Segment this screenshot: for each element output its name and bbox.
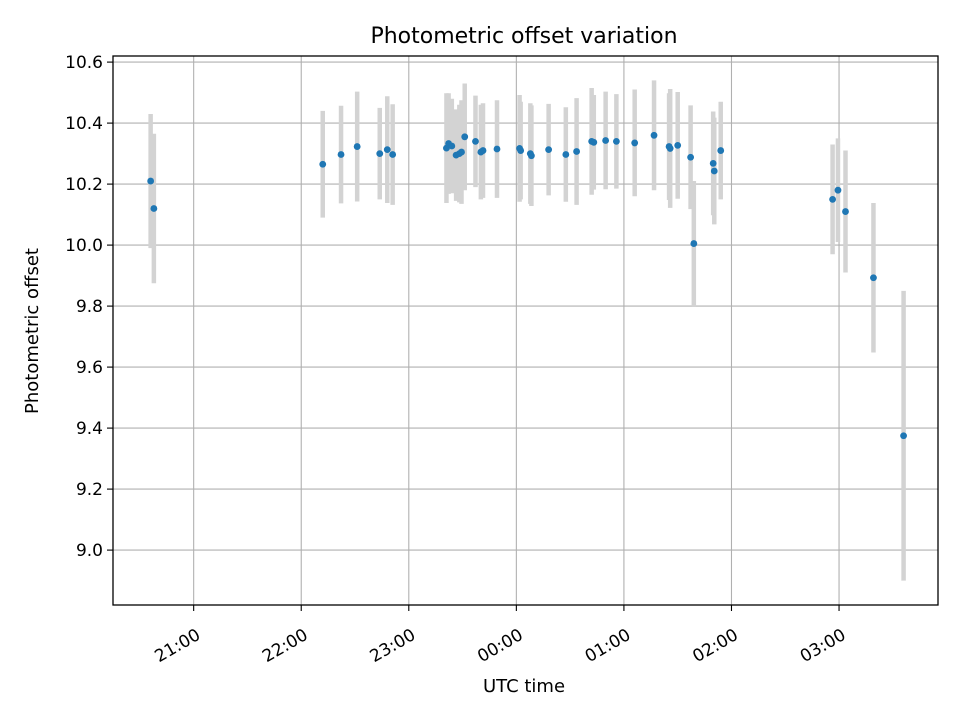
plot-frame	[112, 55, 939, 606]
data-point	[479, 147, 487, 154]
data-point	[319, 160, 327, 168]
data-point	[650, 131, 658, 139]
data-point	[147, 177, 155, 185]
data-point	[376, 150, 384, 158]
data-point	[493, 145, 501, 153]
data-point	[602, 137, 610, 144]
y-tick-label: 10.2	[65, 175, 103, 195]
data-point	[710, 167, 718, 175]
data-point	[834, 186, 842, 194]
data-point	[528, 152, 535, 160]
data-point	[353, 143, 361, 150]
data-point	[458, 148, 465, 156]
data-point	[472, 138, 479, 145]
y-tick-label: 9.2	[76, 480, 103, 500]
y-axis-ticks: 9.0 9.2 9.4 9.6 9.8 10.0 10.2 10.4 10.6	[65, 53, 113, 561]
data-point	[870, 274, 877, 282]
chart-title: Photometric offset variation	[370, 24, 677, 49]
data-point	[631, 139, 639, 147]
data-point	[612, 138, 620, 145]
data-points	[147, 131, 907, 440]
data-point	[461, 133, 469, 141]
y-axis-label: Photometric offset	[22, 248, 43, 414]
y-tick-label: 10.4	[65, 114, 103, 134]
data-point	[709, 159, 717, 167]
data-point	[666, 145, 674, 152]
data-point	[674, 141, 682, 149]
data-point	[590, 138, 598, 146]
y-tick-label: 9.4	[76, 419, 103, 439]
data-point	[687, 153, 695, 161]
data-point	[389, 151, 397, 158]
data-point	[517, 147, 525, 154]
data-point	[842, 208, 849, 215]
data-point	[900, 432, 907, 440]
data-point	[448, 142, 456, 150]
y-tick-label: 9.0	[76, 541, 103, 561]
data-point	[383, 146, 391, 154]
y-tick-label: 10.0	[65, 236, 103, 256]
y-tick-label: 10.6	[65, 53, 103, 73]
grid-lines	[113, 56, 938, 605]
data-point	[150, 205, 158, 212]
data-point	[717, 147, 725, 154]
data-point	[829, 195, 836, 203]
y-tick-label: 9.8	[76, 297, 103, 317]
data-point	[545, 146, 553, 154]
data-point	[573, 148, 580, 155]
data-point	[337, 151, 345, 158]
x-axis-label: UTC time	[483, 676, 565, 697]
data-point	[690, 240, 698, 247]
data-point	[562, 151, 570, 158]
y-tick-label: 9.6	[76, 358, 103, 378]
